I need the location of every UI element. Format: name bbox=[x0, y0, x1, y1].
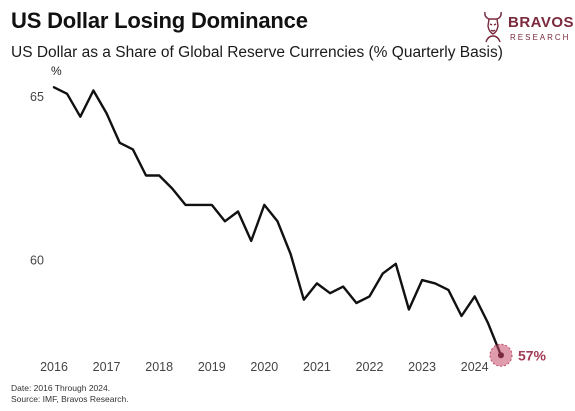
brand-subtitle: RESEARCH bbox=[510, 33, 571, 42]
x-tick-label: 2022 bbox=[356, 360, 384, 374]
y-axis-unit-label: % bbox=[51, 64, 62, 78]
x-tick-label: 2021 bbox=[303, 360, 331, 374]
brand-logo: BRAVOS RESEARCH bbox=[480, 8, 574, 44]
x-tick-label: 2024 bbox=[461, 360, 489, 374]
x-tick-label: 2023 bbox=[408, 360, 436, 374]
chart-title: US Dollar Losing Dominance bbox=[11, 8, 308, 33]
x-tick-label: 2018 bbox=[145, 360, 173, 374]
brand-name: BRAVOS bbox=[508, 14, 575, 31]
x-tick-label: 2020 bbox=[250, 360, 278, 374]
source-note: Source: IMF, Bravos Research. bbox=[11, 394, 129, 404]
x-tick-label: 2017 bbox=[93, 360, 121, 374]
series-line bbox=[52, 86, 503, 357]
date-note: Date: 2016 Through 2024. bbox=[11, 383, 111, 393]
end-value-label: 57% bbox=[518, 347, 547, 363]
y-axis-ticks: 65 60 bbox=[30, 90, 44, 267]
x-tick-label: 2016 bbox=[40, 360, 68, 374]
end-point-marker: 57% bbox=[489, 343, 547, 367]
y-tick-label: 60 bbox=[30, 253, 44, 267]
chart-footer: Date: 2016 Through 2024. Source: IMF, Br… bbox=[11, 383, 129, 405]
y-tick-label: 65 bbox=[30, 90, 44, 104]
chart-subtitle: US Dollar as a Share of Global Reserve C… bbox=[11, 44, 503, 61]
end-point-dot bbox=[497, 352, 504, 359]
x-axis-ticks: 2016 2017 2018 2019 2020 2021 2022 2023 2024 bbox=[40, 360, 489, 374]
x-tick-label: 2019 bbox=[198, 360, 226, 374]
bull-logo-icon bbox=[484, 11, 502, 43]
